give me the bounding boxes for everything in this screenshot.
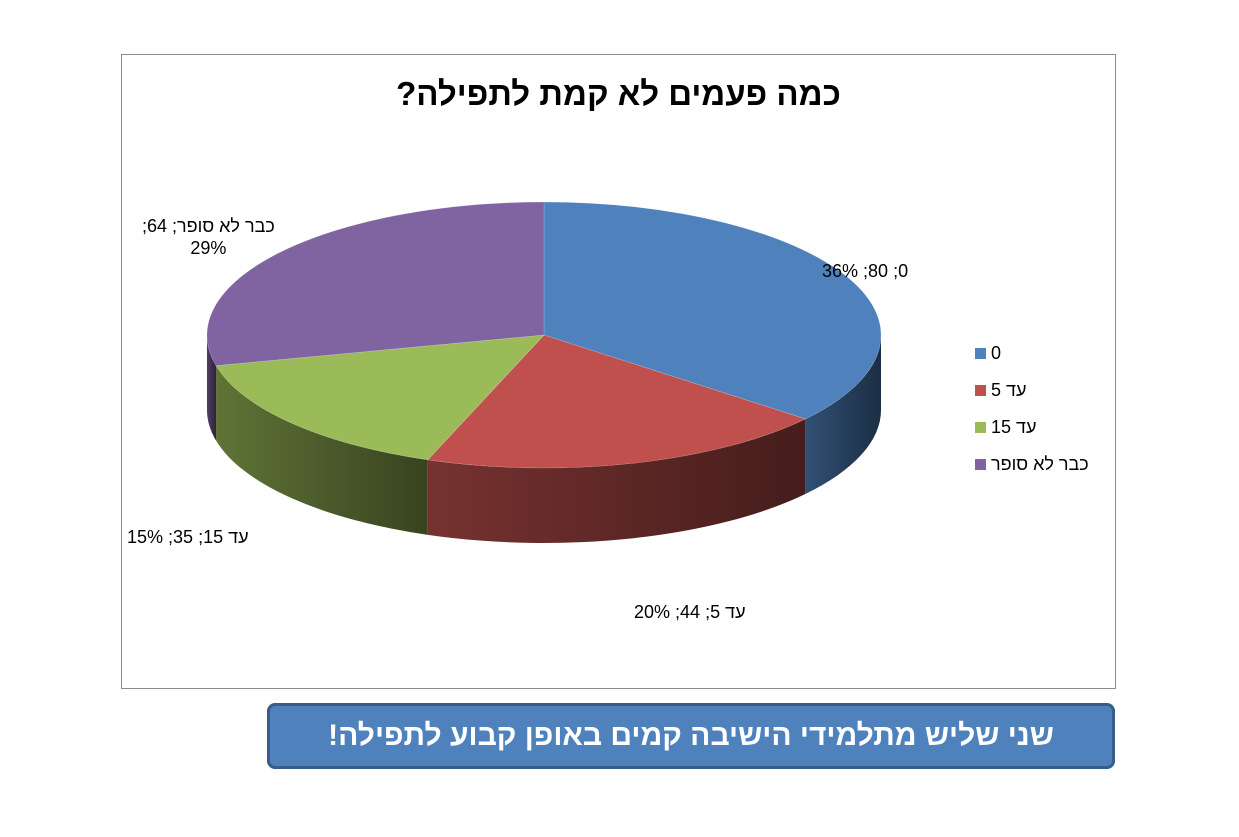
legend-item: עד 15 bbox=[975, 409, 1089, 446]
slice-zero-side bbox=[805, 335, 881, 494]
legend-item: כבר לא סופר bbox=[975, 446, 1089, 483]
legend-label: עד 5 bbox=[991, 380, 1027, 400]
data-label-zero: 0; 80; 36% bbox=[822, 261, 909, 281]
data-label-up-to-15: עד 15; 35; 15% bbox=[127, 527, 249, 547]
slice-up-to-5-side bbox=[427, 418, 806, 543]
legend-item: 0 bbox=[975, 335, 1089, 372]
slice-zero-top bbox=[543, 201, 882, 420]
chart-title: כמה פעמים לא קמת לתפילה? bbox=[396, 75, 841, 112]
legend-swatch bbox=[975, 385, 986, 396]
legend-item: עד 5 bbox=[975, 372, 1089, 409]
data-label-lost-count-text: כבר לא סופר; 64; bbox=[142, 216, 275, 236]
legend-swatch bbox=[975, 422, 986, 433]
legend-label: 0 bbox=[991, 343, 1002, 363]
legend-label: כבר לא סופר bbox=[991, 454, 1089, 474]
slice-lost-count-top bbox=[206, 201, 545, 366]
data-label-lost-count: כבר לא סופר; 64; 29% bbox=[142, 215, 275, 259]
data-label-up-to-5: עד 5; 44; 20% bbox=[634, 602, 746, 622]
pie-chart bbox=[206, 201, 882, 543]
legend-label: עד 15 bbox=[991, 417, 1037, 437]
data-label-lost-count-pct: 29% bbox=[190, 238, 227, 258]
chart-legend: 0 עד 5 עד 15 כבר לא סופר bbox=[975, 335, 1089, 483]
slice-up-to-5-top bbox=[427, 334, 807, 469]
slice-up-to-15-top bbox=[215, 334, 545, 461]
legend-swatch bbox=[975, 459, 986, 470]
slice-lost-count-side bbox=[207, 335, 217, 441]
summary-banner: שני שליש מתלמידי הישיבה קמים באופן קבוע … bbox=[267, 703, 1115, 769]
chart-area: כמה פעמים לא קמת לתפילה? 0; 80; 36% עד 5… bbox=[121, 54, 1116, 689]
legend-swatch bbox=[975, 348, 986, 359]
slice-up-to-15-side bbox=[216, 365, 428, 535]
